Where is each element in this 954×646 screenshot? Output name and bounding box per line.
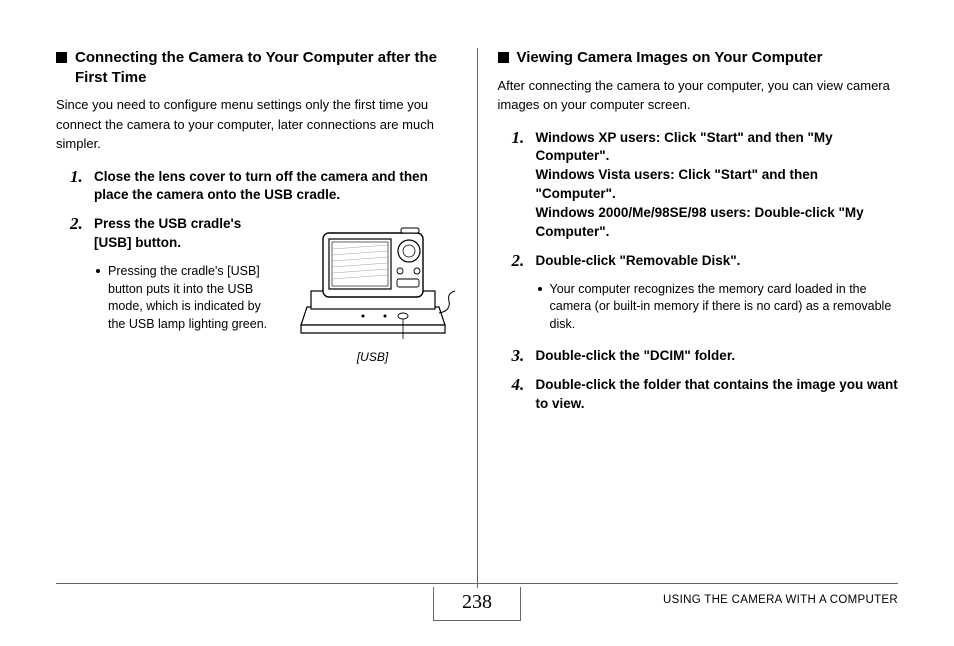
step-text: Double-click the folder that contains th… — [536, 376, 899, 414]
right-intro: After connecting the camera to your comp… — [498, 76, 899, 115]
step-number: 2. — [70, 215, 88, 234]
illustration-label: [USB] — [289, 350, 457, 364]
step-number: 3. — [512, 347, 530, 366]
left-step-2-wrap: 2. Press the USB cradle's [USB] button. … — [56, 215, 457, 364]
right-heading-text: Viewing Camera Images on Your Computer — [517, 48, 823, 68]
square-bullet-icon — [498, 52, 509, 63]
camera-svg-icon — [289, 215, 457, 343]
content-columns: Connecting the Camera to Your Computer a… — [56, 48, 898, 588]
right-step-4: 4. Double-click the folder that contains… — [512, 376, 899, 414]
footer-section-title: USING THE CAMERA WITH A COMPUTER — [663, 594, 898, 606]
left-intro: Since you need to configure menu setting… — [56, 95, 457, 154]
step-text: Double-click the "DCIM" folder. — [536, 347, 899, 366]
right-heading: Viewing Camera Images on Your Computer — [498, 48, 899, 68]
left-heading-text: Connecting the Camera to Your Computer a… — [75, 48, 457, 87]
step-text: Close the lens cover to turn off the cam… — [94, 168, 457, 206]
step-number: 1. — [512, 129, 530, 148]
footer-rule — [56, 583, 898, 584]
right-step-2: 2. Double-click "Removable Disk". — [512, 252, 899, 271]
left-column: Connecting the Camera to Your Computer a… — [56, 48, 477, 588]
camera-illustration: [USB] — [289, 215, 457, 364]
square-bullet-icon — [56, 52, 67, 63]
right-step-3: 3. Double-click the "DCIM" folder. — [512, 347, 899, 366]
left-step-1: 1. Close the lens cover to turn off the … — [70, 168, 457, 206]
bullet-text: Pressing the cradle's [USB] button puts … — [108, 263, 281, 333]
right-step-2-bullet: Your computer recognizes the memory card… — [538, 281, 899, 334]
page-footer: 238 USING THE CAMERA WITH A COMPUTER — [56, 583, 898, 624]
left-step-2-bullet: Pressing the cradle's [USB] button puts … — [96, 263, 281, 333]
bullet-icon — [96, 269, 100, 273]
left-step-2: 2. Press the USB cradle's [USB] button. — [70, 215, 281, 253]
right-step-1: 1. Windows XP users: Click "Start" and t… — [512, 129, 899, 242]
left-heading: Connecting the Camera to Your Computer a… — [56, 48, 457, 87]
step-number: 1. — [70, 168, 88, 187]
step-text: Windows XP users: Click "Start" and then… — [536, 129, 899, 242]
page-number: 238 — [433, 587, 521, 621]
right-column: Viewing Camera Images on Your Computer A… — [478, 48, 899, 588]
step-number: 4. — [512, 376, 530, 395]
bullet-text: Your computer recognizes the memory card… — [550, 281, 899, 334]
bullet-icon — [538, 287, 542, 291]
step-text: Press the USB cradle's [USB] button. — [94, 215, 281, 253]
step-number: 2. — [512, 252, 530, 271]
step-text: Double-click "Removable Disk". — [536, 252, 899, 271]
